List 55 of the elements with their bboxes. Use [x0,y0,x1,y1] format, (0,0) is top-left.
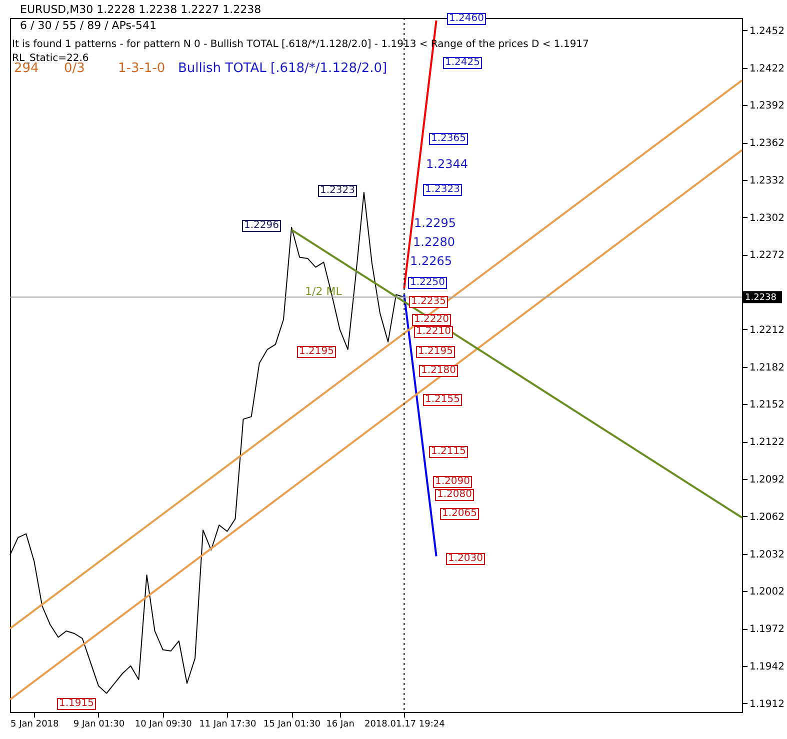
y-tick-label: 1.2182 [750,362,784,374]
x-tick-label: 15 Jan 01:30 [264,720,321,730]
x-tick-label: 11 Jan 17:30 [199,720,256,730]
annotation: 1.2065 [440,508,479,520]
annotation: 1.2344 [426,157,468,171]
annotation: 1.2090 [433,476,472,488]
y-tick-label: 1.2272 [750,250,784,262]
ref-line-label: 1.2238 [745,293,777,304]
y-tick-label: 1.2212 [750,324,784,336]
y-tick-label: 1.1912 [750,698,784,710]
y-tick-label: 1.2152 [750,400,784,411]
y-tick-label: 1.2452 [750,26,784,37]
annotation: 1.2235 [409,296,448,308]
y-tick-label: 1.2032 [750,549,784,560]
x-tick-label: 2018.01.17 19:24 [364,720,446,730]
chart-subtitle: 6 / 30 / 55 / 89 / APs-541 [20,19,156,32]
annotation: 1.2195 [297,346,336,358]
y-tick-label: 1.2122 [750,437,784,448]
annotation: Bullish TOTAL [.618/*/1.128/2.0] [178,61,388,76]
annotation: 1.2115 [429,446,468,458]
annotation: 1.2210 [414,326,453,338]
y-tick-label: 1.2092 [750,474,784,486]
annotation: 1-3-1-0 [118,61,166,76]
x-tick-label: 9 Jan 01:30 [73,720,125,730]
annotation: 1.2460 [447,13,486,25]
annotation: 1.2265 [410,254,452,268]
annotation: 1.2280 [413,235,455,249]
annotation: 1.2195 [416,346,455,358]
y-tick-label: 1.2392 [750,100,784,112]
y-tick-label: 1.2362 [750,138,784,150]
y-tick-label: 1.2332 [750,175,784,186]
annotation: 1.2425 [443,57,482,69]
y-tick-label: 1.2062 [750,512,784,523]
x-tick-label: 5 Jan 2018 [10,720,60,730]
annotation: 1.2180 [419,365,458,377]
x-tick-label: 10 Jan 09:30 [134,720,192,730]
y-tick-label: 1.1942 [750,661,784,672]
y-tick-label: 1.1972 [750,624,784,636]
annotation: 0/3 [64,61,85,76]
annotation: 1.2365 [429,133,468,145]
annotation: 294 [14,61,39,76]
annotation: 1.1915 [57,698,96,710]
annotation: 1.2030 [446,553,485,565]
annotation: 1.2296 [242,220,281,232]
annotation: 1.2220 [412,314,451,326]
annotation: 1.2080 [435,489,474,501]
y-tick-label: 1.2422 [750,63,784,74]
chart-title: EURUSD,M30 1.2228 1.2238 1.2227 1.2238 [20,3,262,16]
x-tick-label: 16 Jan [326,720,354,730]
y-tick-label: 1.2302 [750,212,784,224]
annotation: 1.2155 [423,394,462,406]
annotation: 1.2295 [414,216,456,230]
annotation: 1.2250 [408,277,447,289]
y-tick-label: 1.2002 [750,586,784,598]
annotation: RL_Static=22.6 [12,53,89,64]
